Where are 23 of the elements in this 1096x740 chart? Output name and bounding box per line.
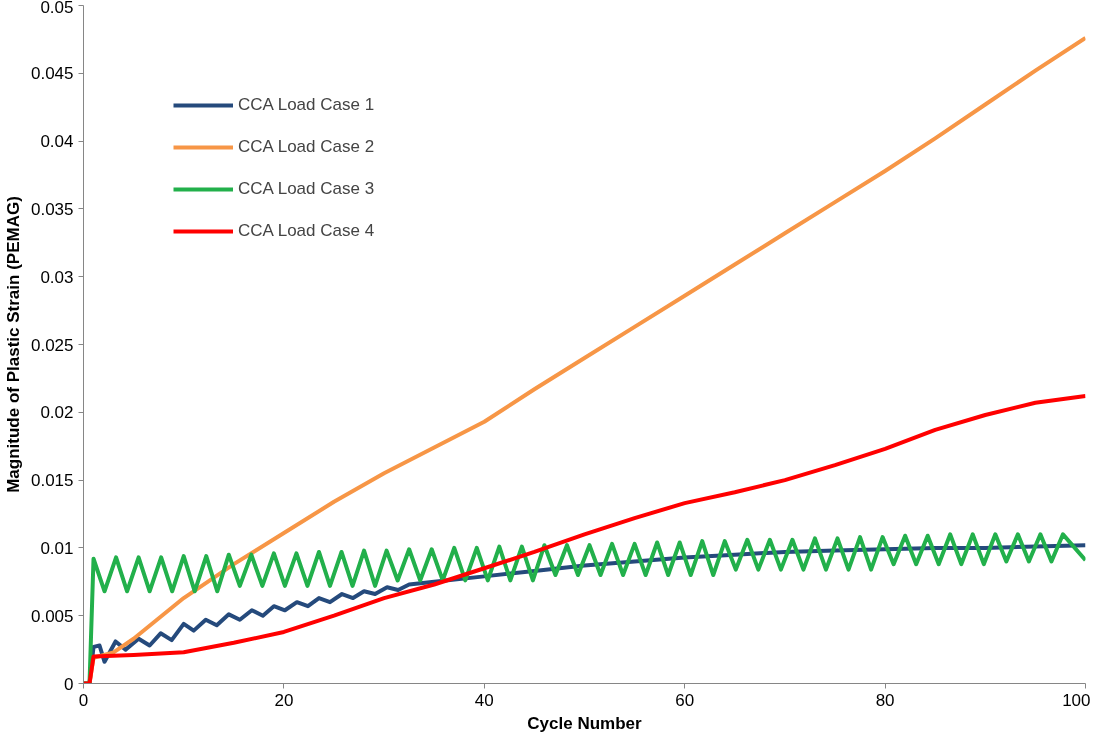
y-tick-label: 0.015 xyxy=(30,471,74,491)
y-tick-label: 0.035 xyxy=(30,199,74,219)
y-tick-label: 0.04 xyxy=(40,132,74,152)
x-tick-label: 20 xyxy=(274,690,294,710)
y-tick-label: 0.045 xyxy=(30,64,74,84)
x-tick-label: 80 xyxy=(875,690,895,710)
y-tick-label: 0.03 xyxy=(40,267,74,287)
x-tick-label: 60 xyxy=(675,690,695,710)
legend-label: CCA Load Case 3 xyxy=(238,179,375,199)
x-tick-label: 0 xyxy=(78,690,89,710)
y-tick-label: 0.02 xyxy=(40,403,74,423)
y-tick-label: 0 xyxy=(64,674,74,694)
legend-label: CCA Load Case 4 xyxy=(238,221,375,241)
legend-label: CCA Load Case 1 xyxy=(238,95,375,115)
legend-label: CCA Load Case 2 xyxy=(238,137,375,157)
y-tick-label: 0.005 xyxy=(30,606,74,626)
y-axis-title: Magnitude of Plastic Strain (PEMAG) xyxy=(3,196,23,493)
x-tick-label: 100 xyxy=(1062,690,1091,710)
y-tick-label: 0.01 xyxy=(40,538,74,558)
y-tick-label: 0.025 xyxy=(30,335,74,355)
x-tick-label: 40 xyxy=(474,690,494,710)
y-tick-label: 0.05 xyxy=(40,0,74,17)
x-axis-title: Cycle Number xyxy=(527,713,643,733)
